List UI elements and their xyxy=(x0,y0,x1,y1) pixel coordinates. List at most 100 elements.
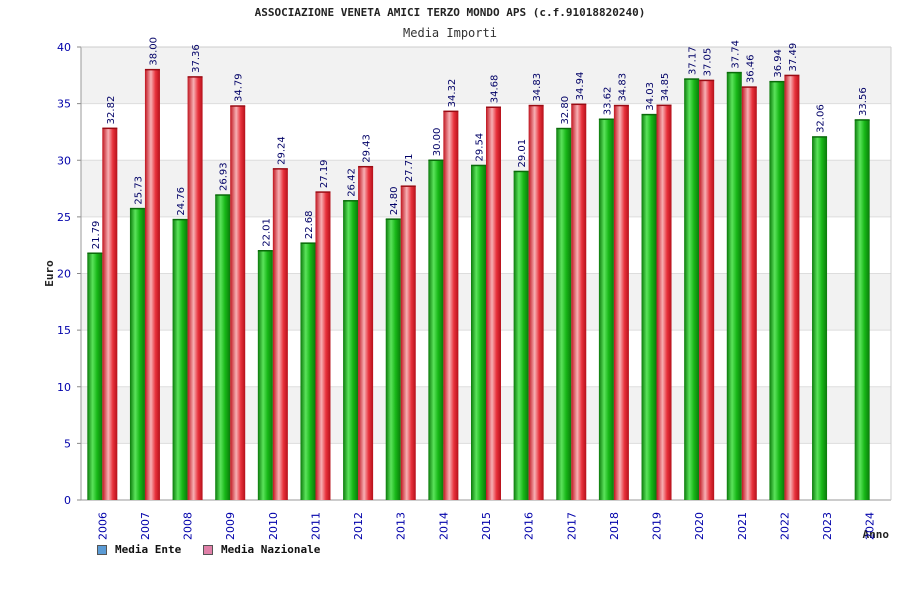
data-label: 32.80 xyxy=(560,96,571,125)
x-tick-label: 2013 xyxy=(395,512,408,540)
y-tick-label: 25 xyxy=(57,211,71,224)
data-label: 34.85 xyxy=(660,73,671,102)
legend-label-media-ente: Media Ente xyxy=(115,543,182,556)
bar-media-ente xyxy=(300,243,316,501)
legend-item-media-ente: Media Ente xyxy=(97,543,181,556)
y-tick-label: 30 xyxy=(57,154,71,167)
x-tick-label: 2020 xyxy=(693,512,706,540)
x-tick-label: 2021 xyxy=(736,512,749,540)
data-label: 27.71 xyxy=(404,154,415,183)
bar-media-ente xyxy=(343,200,359,500)
data-label: 22.01 xyxy=(261,218,272,247)
data-label: 34.68 xyxy=(490,75,501,104)
x-tick-label: 2008 xyxy=(182,512,195,540)
bar-media-ente xyxy=(87,253,103,500)
data-label: 37.49 xyxy=(788,43,799,72)
data-label: 29.54 xyxy=(475,133,486,162)
y-tick-label: 0 xyxy=(64,494,71,507)
legend-item-media-nazionale: Media Nazionale xyxy=(203,543,320,556)
data-label: 37.17 xyxy=(688,46,699,75)
data-label: 36.46 xyxy=(745,54,756,83)
data-label: 32.06 xyxy=(816,104,827,133)
data-label: 27.19 xyxy=(319,159,330,188)
data-label: 33.56 xyxy=(858,87,869,116)
data-label: 34.79 xyxy=(234,73,245,102)
x-tick-label: 2019 xyxy=(651,512,664,540)
bar-media-ente xyxy=(471,165,486,500)
data-label: 24.76 xyxy=(176,187,187,216)
bar-media-ente xyxy=(854,119,870,501)
bar-media-nazionale xyxy=(272,168,288,500)
bar-media-nazionale xyxy=(656,105,672,500)
legend-swatch-media-nazionale xyxy=(203,544,213,555)
data-label: 29.43 xyxy=(362,134,373,163)
data-label: 29.01 xyxy=(517,139,528,168)
x-tick-label: 2014 xyxy=(437,512,450,540)
x-tick-label: 2011 xyxy=(309,512,322,540)
chart-title: ASSOCIAZIONE VENETA AMICI TERZO MONDO AP… xyxy=(254,6,646,19)
data-label: 34.03 xyxy=(645,82,656,111)
data-label: 36.94 xyxy=(773,49,784,78)
bar-media-ente xyxy=(513,171,529,501)
bar-media-ente xyxy=(257,250,273,500)
bar-media-ente xyxy=(684,79,700,501)
data-label: 37.74 xyxy=(730,40,741,69)
legend-swatch-media-ente xyxy=(97,544,107,555)
bar-media-nazionale xyxy=(571,104,587,500)
data-label: 25.73 xyxy=(133,176,144,205)
data-label: 24.80 xyxy=(389,186,400,215)
bar-media-nazionale xyxy=(741,87,757,500)
bar-media-nazionale xyxy=(486,107,501,501)
x-tick-label: 2018 xyxy=(608,512,621,540)
x-tick-label: 2015 xyxy=(480,512,493,540)
bar-media-nazionale xyxy=(102,128,118,500)
bar-media-ente xyxy=(726,72,742,501)
x-tick-label: 2007 xyxy=(139,512,152,540)
bar-media-ente xyxy=(172,219,188,500)
bar-media-nazionale xyxy=(315,192,331,501)
bar-media-nazionale xyxy=(358,166,374,500)
bar-media-nazionale xyxy=(144,69,160,501)
x-tick-label: 2009 xyxy=(224,512,237,540)
chart-subtitle: Media Importi xyxy=(403,26,497,40)
data-label: 26.42 xyxy=(347,168,358,197)
bar-media-nazionale xyxy=(784,75,800,500)
x-axis-label: Anno xyxy=(863,528,890,541)
data-label: 30.00 xyxy=(432,128,443,157)
data-label: 22.68 xyxy=(304,211,315,240)
y-tick-label: 40 xyxy=(57,41,71,54)
bar-media-ente xyxy=(812,136,828,500)
bar-media-ente xyxy=(598,119,614,500)
bar-media-nazionale xyxy=(528,105,544,501)
bar-media-nazionale xyxy=(187,76,203,500)
data-label: 21.79 xyxy=(91,221,102,250)
legend-label-media-nazionale: Media Nazionale xyxy=(221,543,321,556)
y-tick-label: 5 xyxy=(64,437,71,450)
y-tick-label: 10 xyxy=(57,381,71,394)
bar-media-ente xyxy=(556,128,572,501)
x-tick-label: 2006 xyxy=(96,512,109,540)
bar-media-ente xyxy=(129,208,145,500)
data-label: 33.62 xyxy=(602,87,613,116)
data-label: 34.94 xyxy=(575,72,586,101)
data-label: 29.24 xyxy=(276,136,287,165)
x-tick-label: 2024 xyxy=(864,512,877,540)
x-tick-label: 2016 xyxy=(523,512,536,540)
bar-media-ente xyxy=(385,219,401,500)
data-label: 34.32 xyxy=(447,79,458,108)
x-tick-label: 2017 xyxy=(565,512,578,540)
data-label: 37.36 xyxy=(191,44,202,73)
bar-media-nazionale xyxy=(230,106,246,501)
bar-media-nazionale xyxy=(400,186,416,500)
data-label: 34.83 xyxy=(617,73,628,102)
bar-media-ente xyxy=(428,160,444,500)
bar-media-ente xyxy=(215,195,231,500)
data-label: 26.93 xyxy=(219,162,230,191)
bar-media-nazionale xyxy=(699,80,715,500)
bar-media-ente xyxy=(769,81,785,500)
y-tick-label: 20 xyxy=(57,268,71,281)
y-tick-label: 35 xyxy=(57,98,71,111)
y-axis-label: Euro xyxy=(43,260,56,287)
